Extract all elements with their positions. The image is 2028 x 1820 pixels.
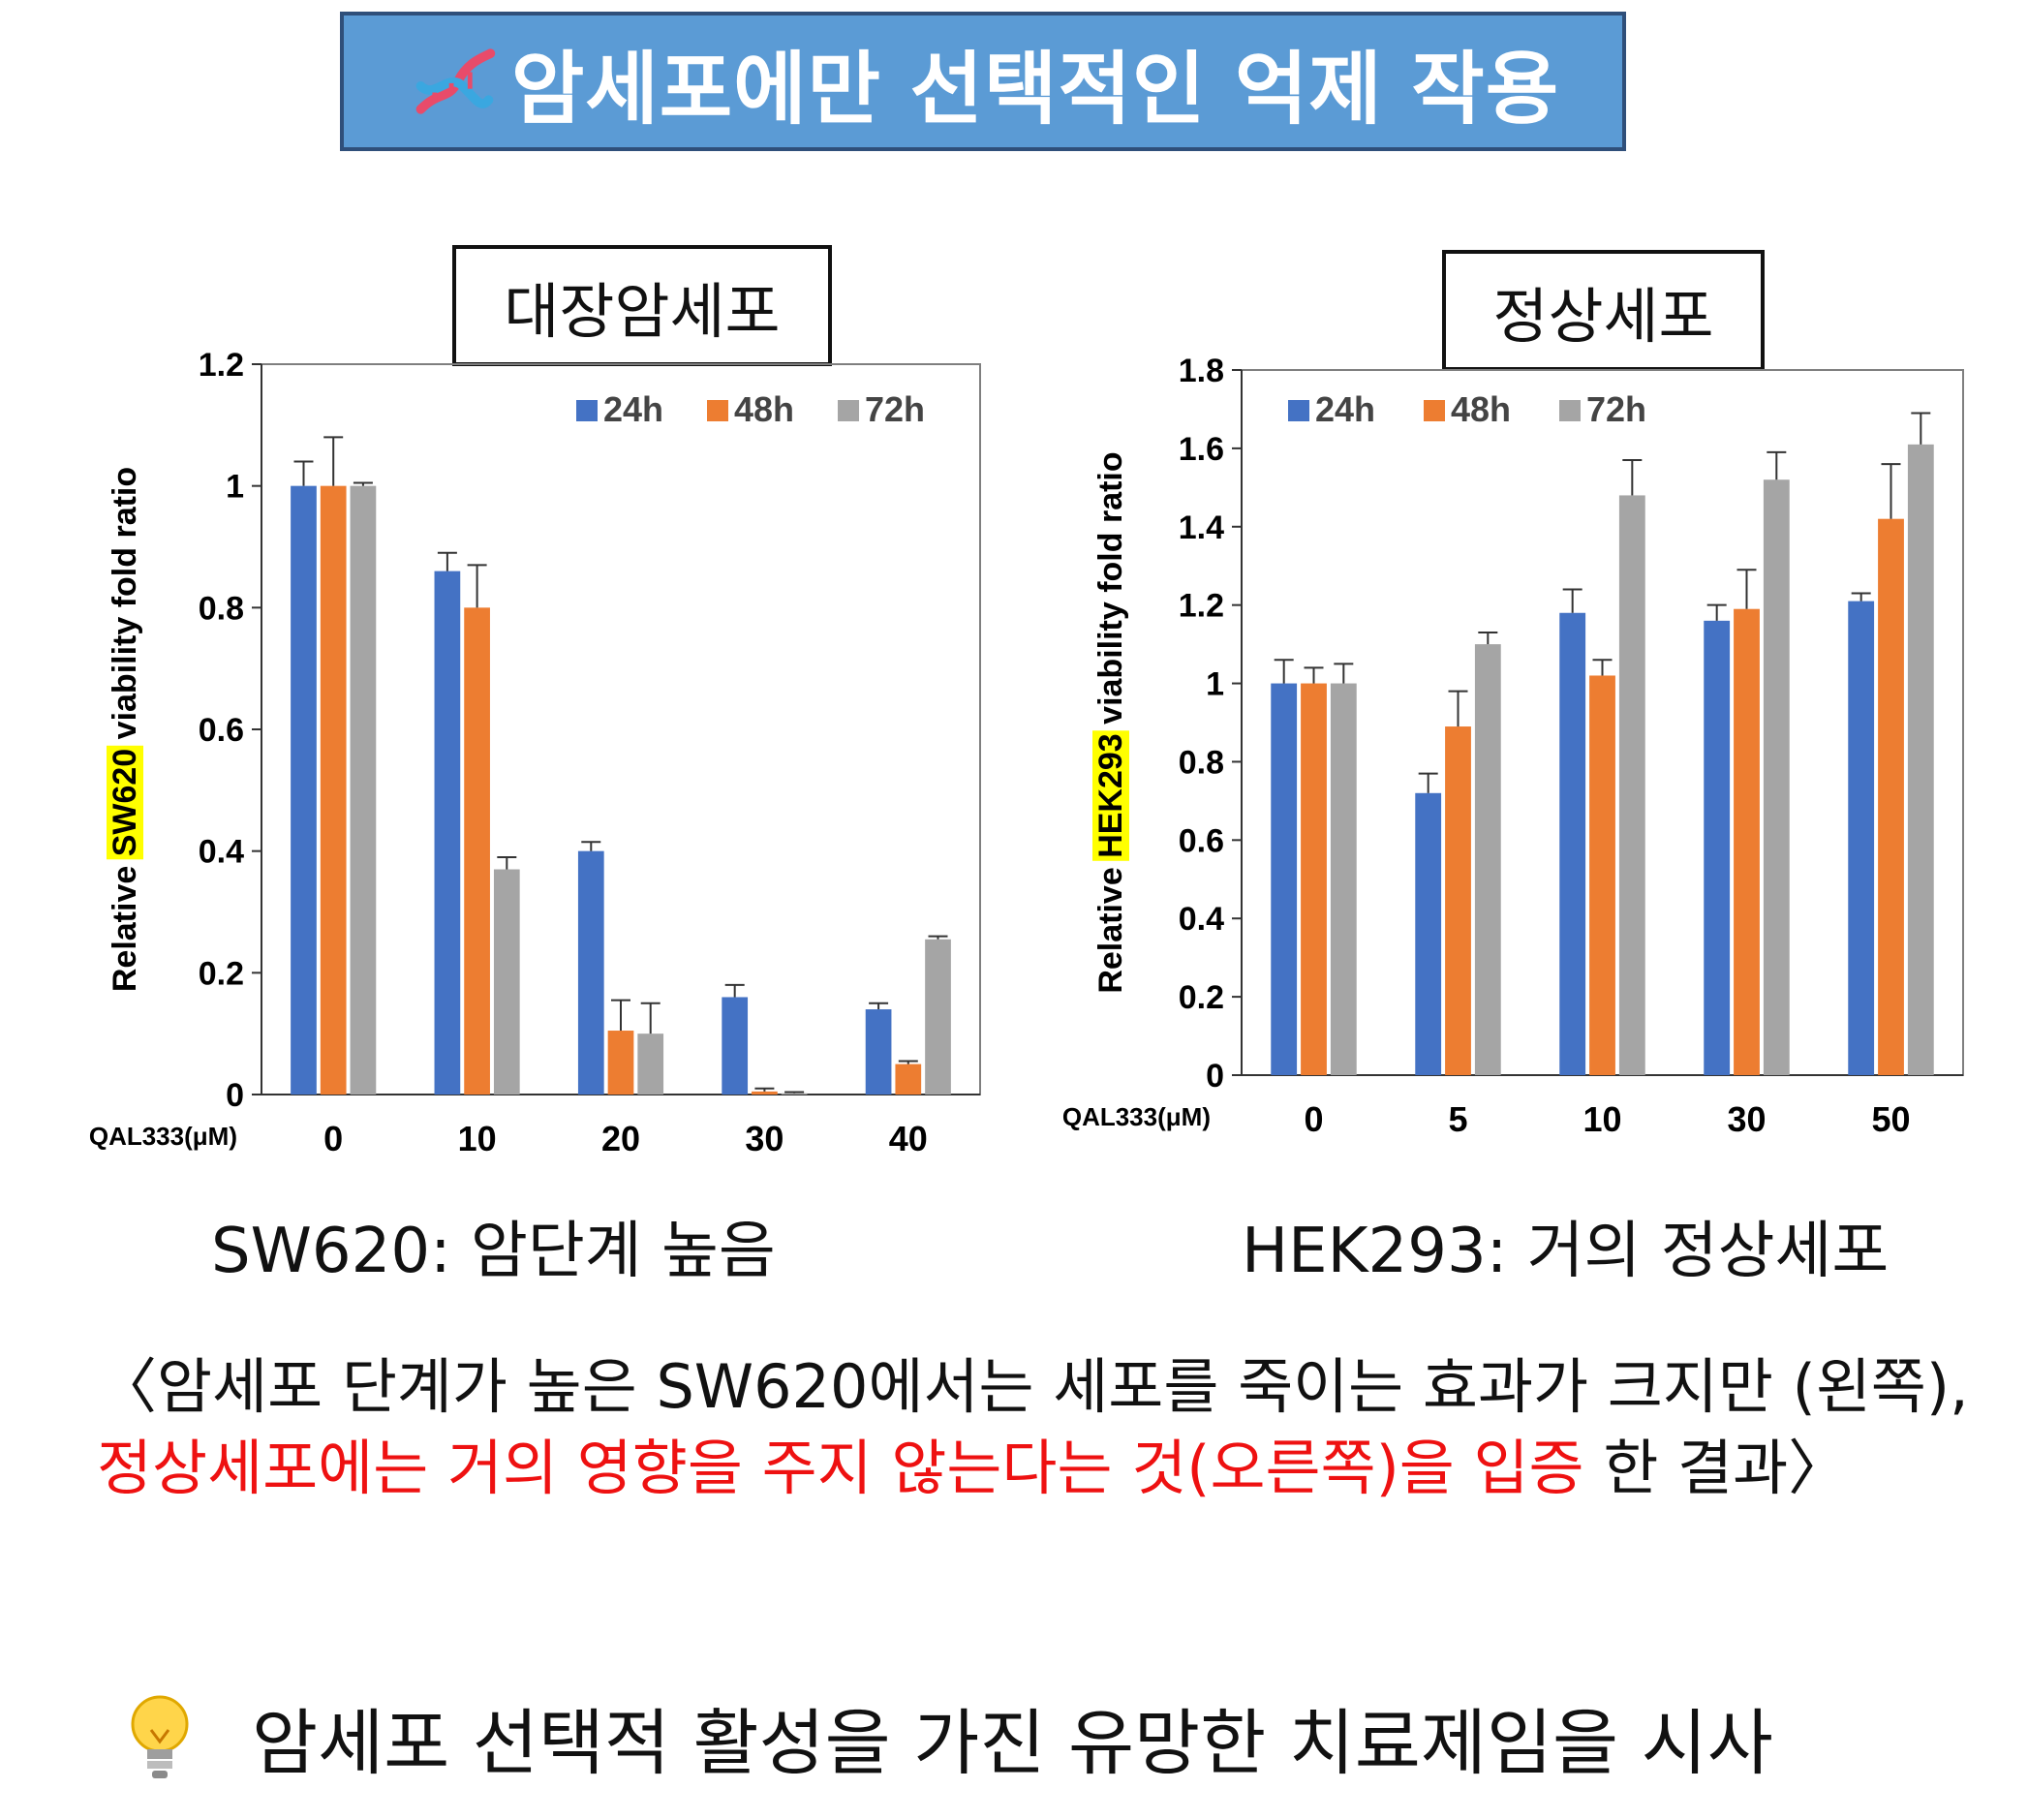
banner-title: 암세포에만 선택적인 억제 작용 [510, 43, 1560, 136]
legend-label-72h: 72h [865, 389, 925, 429]
x-tick-label: 40 [889, 1119, 928, 1158]
bar-48h-40 [895, 1064, 922, 1095]
x-tick-label: 10 [1582, 1099, 1621, 1139]
bar-24h-5 [1415, 792, 1442, 1075]
bar-48h-0 [1301, 683, 1327, 1075]
bar-72h-30 [781, 1093, 808, 1095]
x-tick-label: 5 [1448, 1099, 1467, 1139]
bar-24h-10 [434, 571, 461, 1095]
bar-48h-10 [464, 607, 490, 1095]
legend-label-48h: 48h [734, 389, 794, 429]
y-axis-title-part: viability fold ratio [1092, 451, 1129, 733]
y-tick-label: 1.4 [1179, 509, 1224, 546]
bar-24h-10 [1559, 612, 1586, 1075]
bar-72h-40 [925, 939, 951, 1095]
legend-swatch-72h [1559, 400, 1581, 421]
bar-24h-30 [722, 997, 749, 1095]
conclusion-text: 암세포 선택적 활성을 가진 유망한 치료제임을 시사 [252, 1702, 1773, 1785]
caption-right: HEK293: 거의 정상세포 [1242, 1216, 1890, 1287]
y-tick-label: 0.2 [1179, 979, 1224, 1016]
x-tick-label: 0 [323, 1119, 343, 1158]
conclusion: 암세포 선택적 활성을 가진 유망한 치료제임을 시사 [126, 1685, 1773, 1789]
y-tick-label: 0.4 [199, 834, 244, 871]
x-tick-label: 30 [745, 1119, 784, 1158]
y-tick-label: 0.6 [1179, 822, 1224, 859]
bar-72h-10 [1618, 495, 1645, 1075]
bar-24h-40 [865, 1009, 892, 1095]
legend-label-24h: 24h [1315, 389, 1375, 429]
panel-label-right-text: 정상세포 [1492, 280, 1714, 352]
x-axis-title: QAL333(μM) [89, 1122, 237, 1151]
bar-48h-30 [1734, 608, 1760, 1075]
y-axis-highlight [1092, 730, 1129, 861]
legend-label-72h: 72h [1586, 389, 1646, 429]
y-axis-title-part: viability fold ratio [107, 467, 143, 749]
y-tick-label: 1.6 [1179, 431, 1224, 468]
legend-swatch-24h [576, 400, 598, 421]
y-tick-label: 0 [1206, 1058, 1224, 1095]
bar-48h-5 [1445, 726, 1471, 1075]
bar-24h-0 [291, 485, 317, 1095]
bar-48h-30 [752, 1091, 778, 1095]
y-axis-title: Relative SW620 viability fold ratio [107, 467, 143, 992]
legend-swatch-24h [1288, 400, 1309, 421]
y-axis-title-part: Relative [107, 856, 143, 992]
x-tick-label: 20 [601, 1119, 640, 1158]
x-tick-label: 30 [1727, 1099, 1766, 1139]
bar-48h-20 [607, 1031, 634, 1095]
y-tick-label: 0.6 [199, 712, 244, 749]
summary-emphasis: 정상세포에는 거의 영향을 주지 않는다는 것(오른쪽)을 입증 [97, 1433, 1584, 1503]
y-axis-title: Relative HEK293 viability fold ratio [1092, 451, 1129, 993]
y-tick-label: 1.8 [1179, 353, 1224, 389]
legend-label-48h: 48h [1451, 389, 1511, 429]
summary-part1: 〈암세포 단계가 높은 SW620에서는 세포를 죽이는 효과가 크지만 (왼쪽… [97, 1351, 1969, 1422]
bar-72h-20 [637, 1033, 664, 1095]
x-tick-label: 50 [1871, 1099, 1910, 1139]
y-tick-label: 1.2 [199, 347, 244, 384]
y-axis-highlight [107, 745, 143, 860]
legend-swatch-48h [1424, 400, 1445, 421]
y-axis-title-part: Relative [1092, 858, 1129, 994]
y-axis-cellline: HEK293 [1092, 733, 1129, 858]
title-banner: 암세포에만 선택적인 억제 작용 [340, 12, 1626, 151]
chart-hek293: 0 0.2 0.4 0.6 0.8 1 1.2 1.4 1.6 1.8 0 5 10 30 50 QAL333… [1062, 353, 1964, 1139]
y-tick-label: 1.2 [1179, 588, 1224, 625]
bar-72h-30 [1763, 479, 1790, 1075]
x-tick-label: 0 [1304, 1099, 1323, 1139]
panel-label-left-text: 대장암세포 [504, 275, 781, 347]
panel-label-right: 정상세포 [1442, 250, 1765, 371]
summary-text: 〈암세포 단계가 높은 SW620에서는 세포를 죽이는 효과가 크지만 (왼쪽… [97, 1346, 1976, 1509]
caption-left: SW620: 암단계 높음 [211, 1216, 776, 1287]
y-tick-label: 1 [1206, 666, 1224, 703]
legend-label-24h: 24h [603, 389, 663, 429]
dna-icon [415, 48, 496, 114]
chart-sw620: 0 0.2 0.4 0.6 0.8 1 1.2 0 10 20 30 40 QAL333(μM) 24h 4… [89, 347, 981, 1158]
y-tick-label: 1 [226, 469, 244, 506]
bar-24h-0 [1271, 683, 1298, 1075]
summary-part3: 한 결과〉 [1603, 1433, 1849, 1503]
bar-72h-0 [350, 485, 377, 1095]
bar-48h-10 [1589, 675, 1615, 1075]
y-tick-label: 0.8 [199, 590, 244, 627]
bar-72h-50 [1907, 444, 1934, 1075]
x-tick-label: 10 [458, 1119, 497, 1158]
y-tick-label: 0 [226, 1077, 244, 1114]
bar-72h-10 [493, 869, 520, 1095]
lightbulb-icon [131, 1695, 189, 1778]
legend-swatch-72h [838, 400, 859, 421]
legend-swatch-48h [707, 400, 728, 421]
bar-48h-0 [320, 485, 347, 1095]
bar-24h-50 [1848, 601, 1875, 1075]
bar-72h-0 [1330, 683, 1357, 1075]
y-tick-label: 0.4 [1179, 901, 1224, 938]
bar-24h-20 [577, 850, 604, 1095]
y-axis-cellline: SW620 [107, 749, 143, 857]
bar-24h-30 [1704, 620, 1731, 1075]
bar-72h-5 [1474, 644, 1501, 1075]
bar-48h-50 [1878, 518, 1904, 1075]
y-tick-label: 0.8 [1179, 744, 1224, 781]
x-axis-title: QAL333(μM) [1062, 1102, 1211, 1131]
y-tick-label: 0.2 [199, 955, 244, 992]
panel-label-left: 대장암세포 [452, 245, 832, 366]
